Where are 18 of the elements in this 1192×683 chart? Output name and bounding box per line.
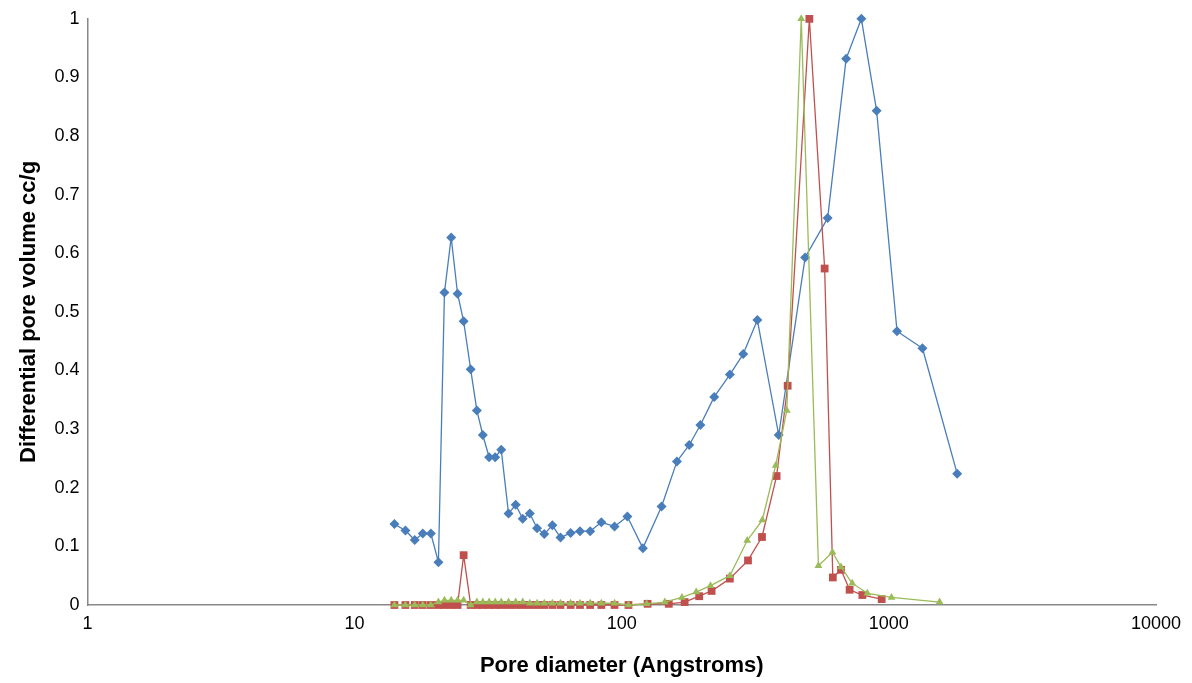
- y-tick-label: 0.1: [54, 535, 80, 556]
- y-tick-label: 0.9: [54, 66, 80, 87]
- y-tick-label: 0: [69, 593, 80, 614]
- y-tick-label: 0.5: [54, 300, 80, 321]
- y-tick-label: 0.3: [54, 418, 80, 439]
- y-tick-label: 0.6: [54, 242, 80, 263]
- y-tick-label: 1: [69, 7, 80, 28]
- x-tick-label: 10: [344, 612, 365, 633]
- y-tick-label: 0.2: [54, 476, 80, 497]
- x-tick-label: 1000: [868, 612, 909, 633]
- y-axis-title: Differential pore volume cc/g: [15, 160, 41, 463]
- y-tick-label: 0.4: [54, 359, 80, 380]
- x-tick-label: 10000: [1130, 612, 1182, 633]
- y-tick-label: 0.8: [54, 125, 80, 146]
- x-tick-label: 100: [606, 612, 637, 633]
- x-axis-title: Pore diameter (Angstroms): [479, 651, 764, 677]
- x-tick-label: 1: [82, 612, 93, 633]
- y-tick-label: 0.7: [54, 183, 80, 204]
